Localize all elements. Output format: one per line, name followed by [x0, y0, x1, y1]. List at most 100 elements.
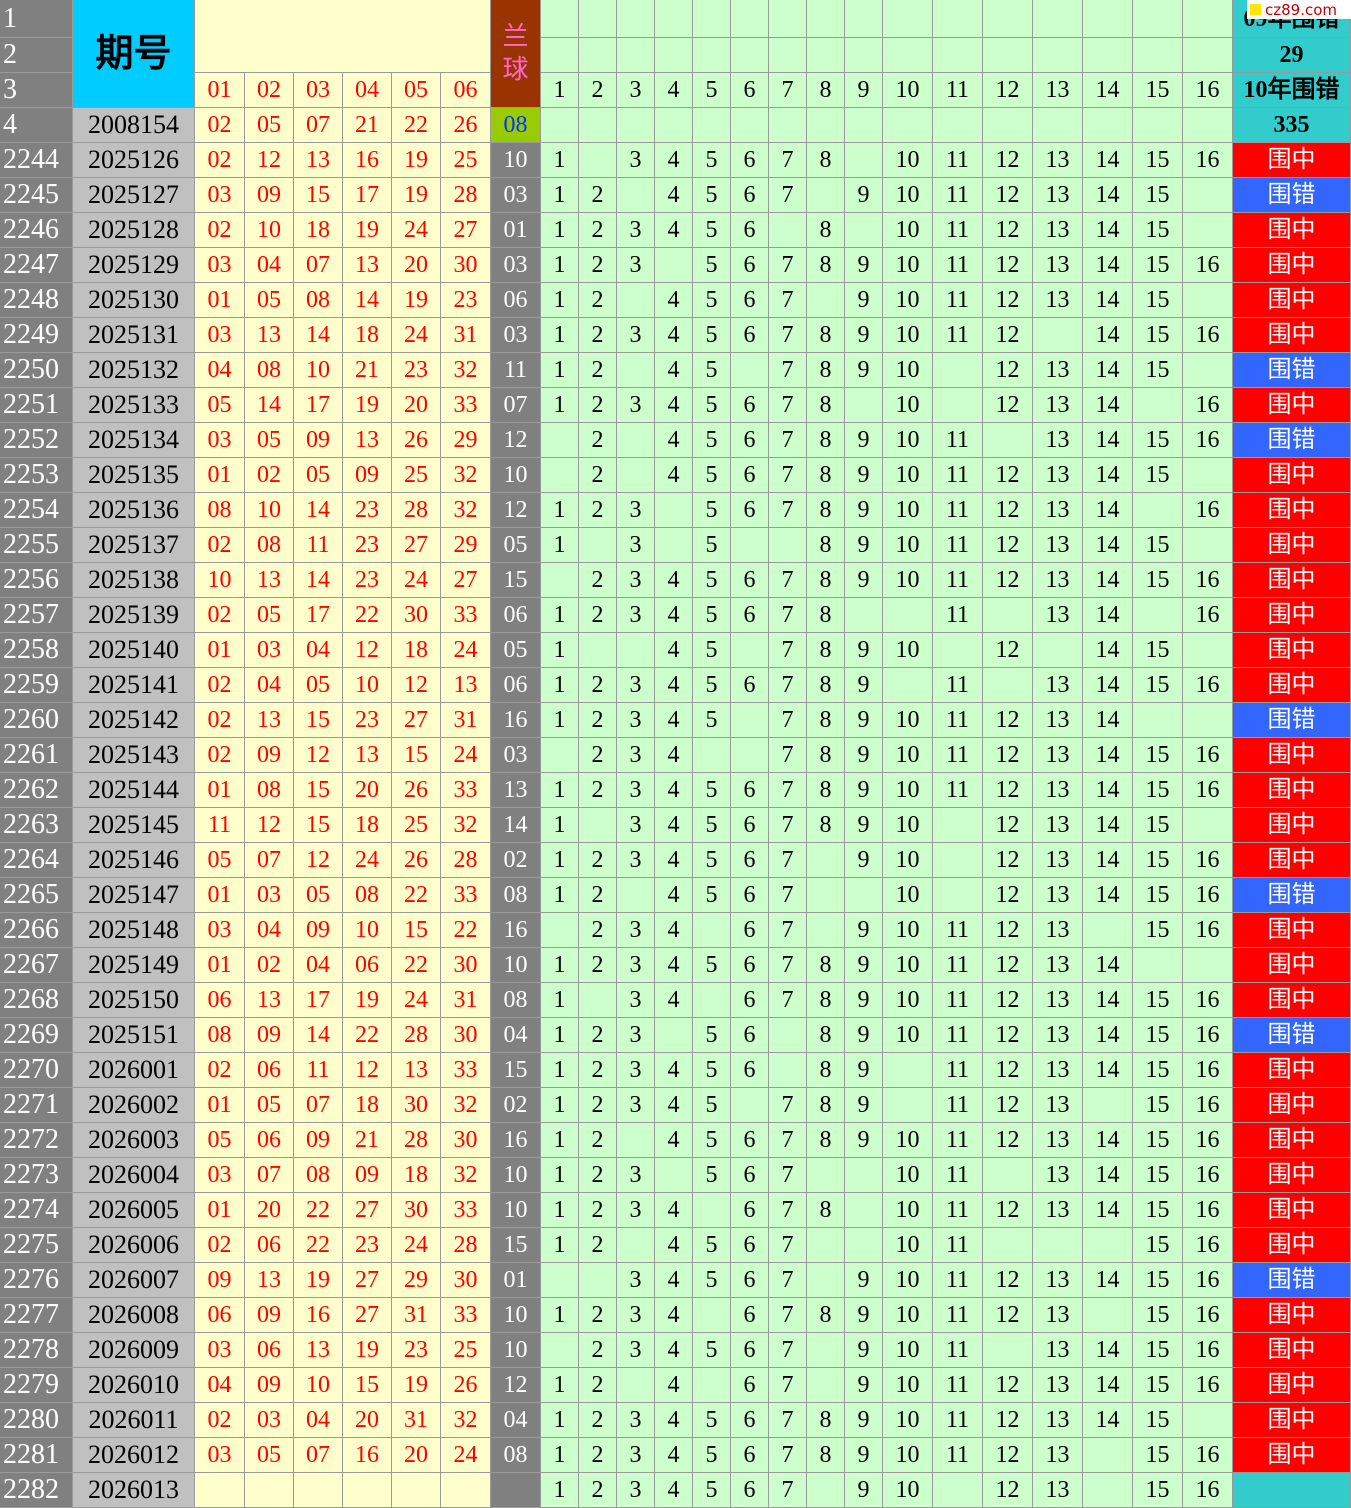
red-number: 10: [294, 353, 343, 388]
row-number[interactable]: 2262: [0, 773, 73, 808]
row-number[interactable]: 2: [0, 38, 73, 73]
row-number[interactable]: 2271: [0, 1088, 73, 1123]
row-number[interactable]: 2249: [0, 318, 73, 353]
grid-cell: 7: [769, 983, 807, 1018]
grid-cell: 14: [1083, 843, 1133, 878]
row-number[interactable]: 2254: [0, 493, 73, 528]
grid-cell: 10: [883, 1193, 933, 1228]
row-number[interactable]: 1: [0, 0, 73, 38]
grid-cell: 2: [579, 843, 617, 878]
red-number: 08: [245, 353, 294, 388]
grid-cell: 15: [1133, 843, 1183, 878]
row-number[interactable]: 2264: [0, 843, 73, 878]
grid-cell: 6: [731, 1438, 769, 1473]
row-number[interactable]: 2252: [0, 423, 73, 458]
row-number[interactable]: 2282: [0, 1473, 73, 1508]
row-number[interactable]: 2263: [0, 808, 73, 843]
row-number[interactable]: 2278: [0, 1333, 73, 1368]
blue-number: 08: [491, 1438, 541, 1473]
grid-cell: 5: [693, 528, 731, 563]
grid-header-blank: [731, 0, 769, 38]
grid-cell: [617, 283, 655, 318]
red-number: 30: [392, 1088, 441, 1123]
row-number[interactable]: 2251: [0, 388, 73, 423]
grid-header-blank: [1183, 108, 1233, 143]
row-number[interactable]: 4: [0, 108, 73, 143]
period-number: 2025151: [73, 1018, 195, 1053]
grid-cell: 2: [579, 1473, 617, 1508]
row-number[interactable]: 2275: [0, 1228, 73, 1263]
result-status: 围中: [1233, 843, 1351, 878]
red-number: 10: [245, 493, 294, 528]
row-number[interactable]: 2272: [0, 1123, 73, 1158]
row-number[interactable]: 2270: [0, 1053, 73, 1088]
red-number: 19: [343, 983, 392, 1018]
row-number[interactable]: 2268: [0, 983, 73, 1018]
grid-header-blank: [1083, 38, 1133, 73]
row-number[interactable]: 2245: [0, 178, 73, 213]
row-number[interactable]: 3: [0, 73, 73, 108]
grid-cell: 7: [769, 1438, 807, 1473]
row-number[interactable]: 2258: [0, 633, 73, 668]
grid-cell: 14: [1083, 1368, 1133, 1403]
grid-cell: [845, 598, 883, 633]
result-status: [1233, 1473, 1351, 1508]
row-number[interactable]: 2277: [0, 1298, 73, 1333]
grid-cell: 11: [933, 493, 983, 528]
grid-cell: 14: [1083, 738, 1133, 773]
row-number[interactable]: 2246: [0, 213, 73, 248]
grid-cell: 15: [1133, 1298, 1183, 1333]
red-number: 26: [392, 423, 441, 458]
red-number: 10: [343, 913, 392, 948]
row-number[interactable]: 2280: [0, 1403, 73, 1438]
row-number[interactable]: 2244: [0, 143, 73, 178]
row-number[interactable]: 2261: [0, 738, 73, 773]
grid-cell: 15: [1133, 318, 1183, 353]
red-number: 28: [392, 1123, 441, 1158]
row-number[interactable]: 2267: [0, 948, 73, 983]
grid-cell: 16: [1183, 1228, 1233, 1263]
row-number[interactable]: 2260: [0, 703, 73, 738]
row-number[interactable]: 2259: [0, 668, 73, 703]
grid-cell: [731, 633, 769, 668]
row-number[interactable]: 2269: [0, 1018, 73, 1053]
row-number[interactable]: 2257: [0, 598, 73, 633]
red-number: 24: [441, 633, 491, 668]
grid-cell: 4: [655, 1403, 693, 1438]
row-number[interactable]: 2265: [0, 878, 73, 913]
row-number[interactable]: 2276: [0, 1263, 73, 1298]
row-number[interactable]: 2253: [0, 458, 73, 493]
row-number[interactable]: 2248: [0, 283, 73, 318]
row-number[interactable]: 2281: [0, 1438, 73, 1473]
grid-cell: 3: [617, 1088, 655, 1123]
grid-cell: [541, 563, 579, 598]
red-number: [392, 1473, 441, 1508]
red-number: 01: [195, 633, 245, 668]
row-number[interactable]: 2255: [0, 528, 73, 563]
red-number: 19: [392, 143, 441, 178]
grid-cell: 1: [541, 213, 579, 248]
grid-cell: [769, 1018, 807, 1053]
red-number: 27: [343, 1193, 392, 1228]
row-number[interactable]: 2247: [0, 248, 73, 283]
reference-red-number: 22: [392, 108, 441, 143]
row-number[interactable]: 2250: [0, 353, 73, 388]
grid-cell: 1: [541, 318, 579, 353]
red-number: 13: [245, 563, 294, 598]
grid-cell: 14: [1083, 318, 1133, 353]
row-number[interactable]: 2256: [0, 563, 73, 598]
period-number: 2026005: [73, 1193, 195, 1228]
grid-cell: 13: [1033, 213, 1083, 248]
red-header-blank: [195, 0, 491, 73]
result-status: 围中: [1233, 1123, 1351, 1158]
row-number[interactable]: 2279: [0, 1368, 73, 1403]
grid-cell: [731, 703, 769, 738]
row-number[interactable]: 2274: [0, 1193, 73, 1228]
grid-cell: 14: [1083, 668, 1133, 703]
row-number[interactable]: 2273: [0, 1158, 73, 1193]
grid-cell: 10: [883, 948, 933, 983]
red-number: 24: [392, 983, 441, 1018]
row-number[interactable]: 2266: [0, 913, 73, 948]
grid-cell: 9: [845, 773, 883, 808]
red-number: 26: [392, 843, 441, 878]
